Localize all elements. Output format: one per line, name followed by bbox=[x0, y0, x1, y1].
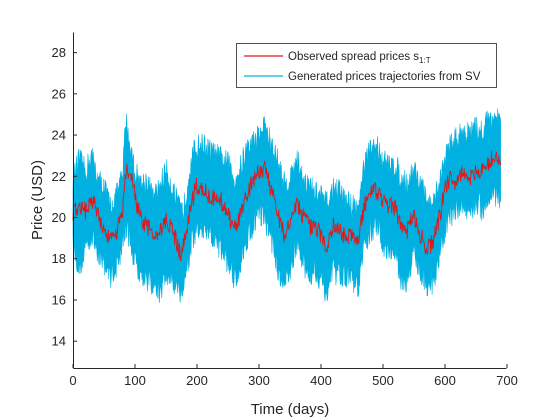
legend: Observed spread prices s1:T Generated pr… bbox=[236, 43, 497, 88]
legend-entry-observed-subscript: 1:T bbox=[419, 56, 431, 65]
y-ticks: 14 16 18 20 22 24 26 28 bbox=[52, 45, 77, 349]
legend-entry-generated: Generated prices trajectories from SV bbox=[288, 71, 481, 83]
y-tick-label: 24 bbox=[52, 128, 66, 143]
y-tick-label: 28 bbox=[52, 45, 66, 60]
y-tick-label: 26 bbox=[52, 86, 66, 101]
x-tick-label: 500 bbox=[372, 373, 394, 388]
line-layer bbox=[72, 150, 502, 262]
x-tick-label: 200 bbox=[186, 373, 208, 388]
x-axis-label: Time (days) bbox=[251, 401, 330, 418]
legend-entry-observed: Observed spread prices s1:T bbox=[288, 51, 431, 65]
x-tick-label: 0 bbox=[69, 373, 76, 388]
axes-box bbox=[73, 32, 507, 369]
x-tick-label: 700 bbox=[496, 373, 518, 388]
y-tick-label: 18 bbox=[52, 251, 66, 266]
x-tick-label: 600 bbox=[434, 373, 456, 388]
x-tick-label: 400 bbox=[310, 373, 332, 388]
y-axis-label: Price (USD) bbox=[29, 160, 46, 240]
observed-spread-line bbox=[72, 150, 502, 262]
x-tick-label: 300 bbox=[248, 373, 270, 388]
legend-entry-observed-main: Observed spread prices s bbox=[288, 51, 419, 63]
y-tick-label: 14 bbox=[52, 334, 66, 349]
legend-box bbox=[236, 43, 497, 88]
y-tick-label: 22 bbox=[52, 169, 66, 184]
x-tick-label: 100 bbox=[124, 373, 146, 388]
y-tick-label: 16 bbox=[52, 292, 66, 307]
plot-area bbox=[72, 32, 507, 369]
y-tick-label: 20 bbox=[52, 210, 66, 225]
x-ticks: 0 100 200 300 400 500 600 700 bbox=[69, 364, 518, 388]
